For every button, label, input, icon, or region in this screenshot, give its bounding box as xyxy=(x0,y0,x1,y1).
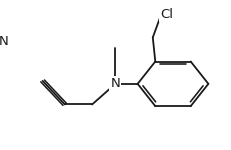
Text: N: N xyxy=(0,35,8,48)
Text: N: N xyxy=(110,77,120,90)
Text: Cl: Cl xyxy=(160,8,173,21)
